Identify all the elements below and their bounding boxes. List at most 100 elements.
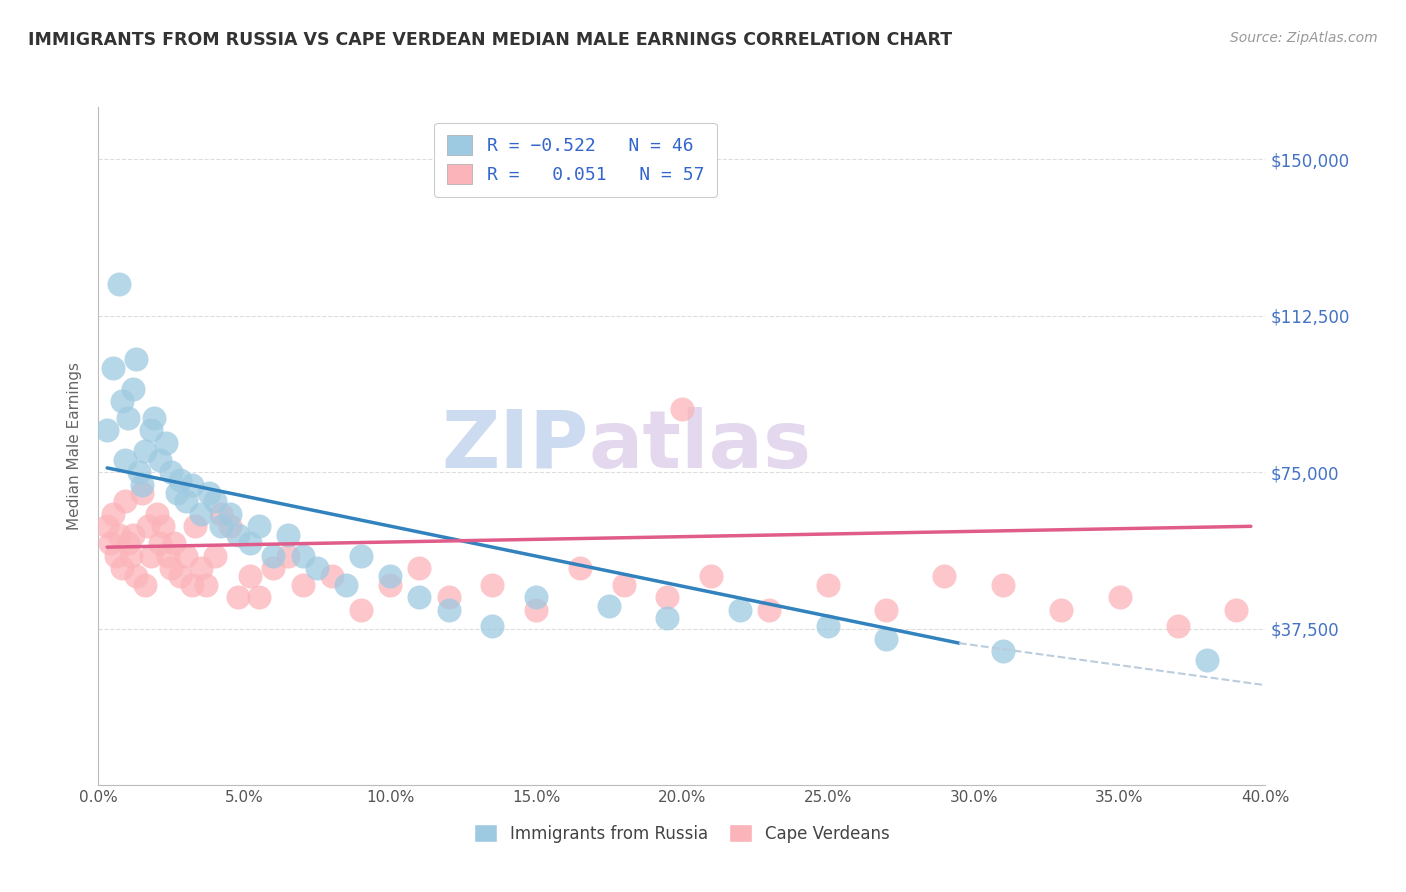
Text: IMMIGRANTS FROM RUSSIA VS CAPE VERDEAN MEDIAN MALE EARNINGS CORRELATION CHART: IMMIGRANTS FROM RUSSIA VS CAPE VERDEAN M…: [28, 31, 952, 49]
Point: [247, 591, 270, 605]
Text: atlas: atlas: [589, 407, 811, 485]
Point: [204, 494, 226, 508]
Point: [437, 603, 460, 617]
Point: [350, 603, 373, 617]
Point: [114, 452, 136, 467]
Point: [114, 494, 136, 508]
Point: [209, 519, 232, 533]
Point: [524, 603, 547, 617]
Point: [598, 599, 620, 613]
Point: [152, 519, 174, 533]
Point: [108, 527, 131, 541]
Point: [104, 549, 127, 563]
Point: [136, 519, 159, 533]
Point: [149, 452, 172, 467]
Point: [335, 578, 357, 592]
Point: [218, 519, 240, 533]
Point: [481, 578, 503, 592]
Point: [160, 465, 183, 479]
Point: [166, 486, 188, 500]
Point: [262, 561, 284, 575]
Point: [195, 578, 218, 592]
Point: [1108, 591, 1130, 605]
Point: [758, 603, 780, 617]
Point: [134, 578, 156, 592]
Point: [142, 410, 165, 425]
Point: [174, 494, 197, 508]
Point: [169, 474, 191, 488]
Point: [568, 561, 591, 575]
Point: [875, 632, 897, 646]
Point: [134, 444, 156, 458]
Point: [228, 527, 250, 541]
Point: [125, 569, 148, 583]
Point: [131, 477, 153, 491]
Point: [122, 527, 145, 541]
Point: [307, 561, 329, 575]
Point: [408, 561, 430, 575]
Point: [239, 536, 262, 550]
Point: [149, 536, 172, 550]
Point: [96, 423, 118, 437]
Point: [96, 519, 118, 533]
Point: [350, 549, 373, 563]
Point: [125, 352, 148, 367]
Point: [198, 486, 221, 500]
Point: [180, 578, 202, 592]
Text: Source: ZipAtlas.com: Source: ZipAtlas.com: [1230, 31, 1378, 45]
Point: [128, 465, 150, 479]
Point: [228, 591, 250, 605]
Point: [817, 619, 839, 633]
Point: [108, 277, 131, 292]
Point: [169, 569, 191, 583]
Point: [1225, 603, 1247, 617]
Point: [190, 507, 212, 521]
Point: [991, 644, 1014, 658]
Point: [612, 578, 634, 592]
Point: [111, 394, 134, 409]
Point: [139, 549, 162, 563]
Text: ZIP: ZIP: [441, 407, 589, 485]
Point: [218, 507, 240, 521]
Point: [408, 591, 430, 605]
Point: [239, 569, 262, 583]
Point: [120, 549, 142, 563]
Point: [157, 549, 180, 563]
Point: [174, 549, 197, 563]
Point: [291, 578, 314, 592]
Point: [277, 549, 299, 563]
Point: [160, 561, 183, 575]
Point: [247, 519, 270, 533]
Point: [117, 536, 139, 550]
Point: [291, 549, 314, 563]
Point: [204, 549, 226, 563]
Point: [155, 435, 177, 450]
Point: [817, 578, 839, 592]
Point: [180, 477, 202, 491]
Point: [101, 507, 124, 521]
Point: [991, 578, 1014, 592]
Point: [380, 569, 402, 583]
Point: [183, 519, 205, 533]
Point: [122, 382, 145, 396]
Point: [671, 402, 693, 417]
Point: [1195, 653, 1218, 667]
Point: [98, 536, 121, 550]
Point: [934, 569, 956, 583]
Legend: Immigrants from Russia, Cape Verdeans: Immigrants from Russia, Cape Verdeans: [465, 816, 898, 851]
Point: [131, 486, 153, 500]
Point: [117, 410, 139, 425]
Point: [657, 611, 679, 625]
Point: [139, 423, 162, 437]
Point: [146, 507, 169, 521]
Point: [321, 569, 343, 583]
Point: [437, 591, 460, 605]
Point: [730, 603, 752, 617]
Point: [700, 569, 723, 583]
Point: [101, 360, 124, 375]
Point: [262, 549, 284, 563]
Point: [524, 591, 547, 605]
Point: [657, 591, 679, 605]
Point: [380, 578, 402, 592]
Point: [163, 536, 186, 550]
